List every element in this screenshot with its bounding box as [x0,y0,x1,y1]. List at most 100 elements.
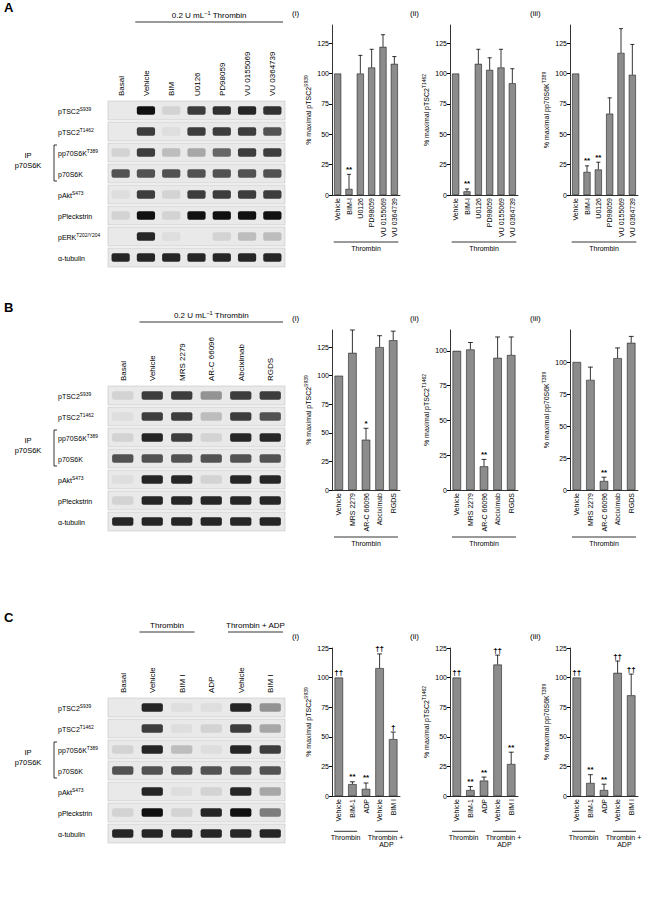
svg-text:100: 100 [435,674,447,681]
svg-text:**: ** [346,165,353,174]
svg-text:**: ** [595,153,602,162]
svg-text:75: 75 [559,391,567,398]
svg-text:pPleckstrin: pPleckstrin [58,810,92,818]
svg-text:α-tubulin: α-tubulin [58,255,85,262]
svg-text:Thrombin: Thrombin [150,621,184,630]
svg-text:75: 75 [559,100,567,107]
svg-text:††: †† [375,644,384,653]
svg-text:T389: T389 [541,72,547,84]
svg-text:ADP: ADP [617,841,632,848]
svg-text:Basal: Basal [119,361,128,381]
svg-text:p70S6K: p70S6K [15,161,42,170]
svg-text:BIM I: BIM I [508,799,515,815]
svg-text:Vehicle: Vehicle [453,493,460,516]
svg-text:pAktS473: pAktS473 [58,476,84,485]
svg-text:p70S6K: p70S6K [58,171,83,179]
svg-text:% maximal pTSC2: % maximal pTSC2 [423,88,431,146]
svg-text:RGDS: RGDS [390,493,397,514]
svg-text:IP: IP [24,748,31,757]
svg-text:Thrombin: Thrombin [469,245,499,252]
svg-text:pTSC2T1462: pTSC2T1462 [58,128,94,137]
svg-text:25: 25 [439,763,447,770]
svg-text:MRS 2279: MRS 2279 [178,343,187,381]
svg-text:VU 0364739: VU 0364739 [509,198,516,237]
svg-text:PD98059: PD98059 [606,198,613,227]
svg-text:0: 0 [563,192,567,199]
svg-text:25: 25 [321,458,329,465]
svg-text:PD98059: PD98059 [368,198,375,227]
svg-text:50: 50 [559,423,567,430]
svg-text:p70S6K: p70S6K [58,768,83,776]
svg-text:T1462: T1462 [421,686,427,700]
svg-text:T1462: T1462 [421,74,427,88]
svg-text:A: A [4,0,14,15]
svg-text:T1462: T1462 [421,374,427,388]
svg-text:B: B [4,300,13,315]
svg-text:Thrombin: Thrombin [351,540,381,547]
svg-text:0: 0 [325,793,329,800]
svg-text:% maximal pTSC2: % maximal pTSC2 [423,388,431,446]
svg-text:50: 50 [321,131,329,138]
svg-text:pTSC2S939: pTSC2S939 [58,107,91,116]
svg-text:pPleckstrin: pPleckstrin [58,498,92,506]
svg-text:Basal: Basal [117,76,126,96]
svg-text:VU 0155069: VU 0155069 [618,198,625,237]
svg-text:**: ** [363,773,370,782]
svg-text:U0126: U0126 [193,72,202,96]
svg-text:pERKT202/Y204: pERKT202/Y204 [58,233,101,242]
svg-text:Vehicle: Vehicle [453,799,460,822]
svg-text:0: 0 [443,192,447,199]
svg-text:BIM I: BIM I [390,799,397,815]
svg-text:pp70S6KT389: pp70S6KT389 [58,149,98,158]
svg-text:S939: S939 [303,375,309,387]
svg-text:**: ** [464,179,471,188]
svg-text:Abciximab: Abciximab [237,344,246,381]
svg-text:α-tubulin: α-tubulin [58,831,85,838]
svg-text:(i): (i) [292,314,299,323]
svg-text:75: 75 [321,704,329,711]
svg-text:0: 0 [325,192,329,199]
svg-text:pTSC2S939: pTSC2S939 [58,392,91,401]
svg-text:Vehicle: Vehicle [452,198,459,221]
svg-text:pTSC2T1462: pTSC2T1462 [58,413,94,422]
svg-text:**: ** [349,772,356,781]
svg-text:% maximal pTSC2: % maximal pTSC2 [305,387,313,445]
svg-text:50: 50 [559,131,567,138]
svg-text:Thrombin: Thrombin [569,834,599,841]
svg-text:0: 0 [563,793,567,800]
svg-text:75: 75 [439,100,447,107]
svg-text:Abciximab: Abciximab [376,493,383,525]
svg-text:pAktS473: pAktS473 [58,788,84,797]
svg-text:**: ** [601,775,608,784]
svg-text:Thrombin: Thrombin [351,245,381,252]
svg-text:AR-C 66096: AR-C 66096 [481,493,488,532]
svg-text:U0126: U0126 [595,198,602,219]
svg-text:BIM I: BIM I [628,799,635,815]
svg-text:125: 125 [555,645,567,652]
svg-text:pPleckstrin: pPleckstrin [58,213,92,221]
svg-text:Thrombin: Thrombin [331,834,361,841]
svg-text:(ii): (ii) [410,9,419,18]
svg-text:100: 100 [555,359,567,366]
svg-text:125: 125 [317,344,329,351]
svg-text:Vehicle: Vehicle [573,799,580,822]
svg-text:125: 125 [435,40,447,47]
svg-text:0: 0 [443,487,447,494]
svg-text:0.2 U mL−1 Thrombin: 0.2 U mL−1 Thrombin [174,310,249,320]
svg-text:IP: IP [24,151,31,160]
svg-text:C: C [4,610,14,625]
svg-text:†: † [391,723,395,732]
svg-text:**: ** [508,743,515,752]
svg-text:(i): (i) [292,9,299,18]
svg-text:U0126: U0126 [475,198,482,219]
svg-text:RGDS: RGDS [628,493,635,514]
svg-text:0.2 U mL−1 Thrombin: 0.2 U mL−1 Thrombin [172,10,247,20]
svg-text:AR-C 66096: AR-C 66096 [601,493,608,532]
svg-text:Vehicle: Vehicle [376,799,383,822]
svg-text:Vehicle: Vehicle [573,493,580,516]
svg-text:††: †† [613,652,622,661]
svg-text:Thrombin: Thrombin [469,540,499,547]
svg-text:% maximal pTSC2: % maximal pTSC2 [305,87,313,145]
svg-text:0: 0 [443,793,447,800]
svg-text:100: 100 [435,70,447,77]
